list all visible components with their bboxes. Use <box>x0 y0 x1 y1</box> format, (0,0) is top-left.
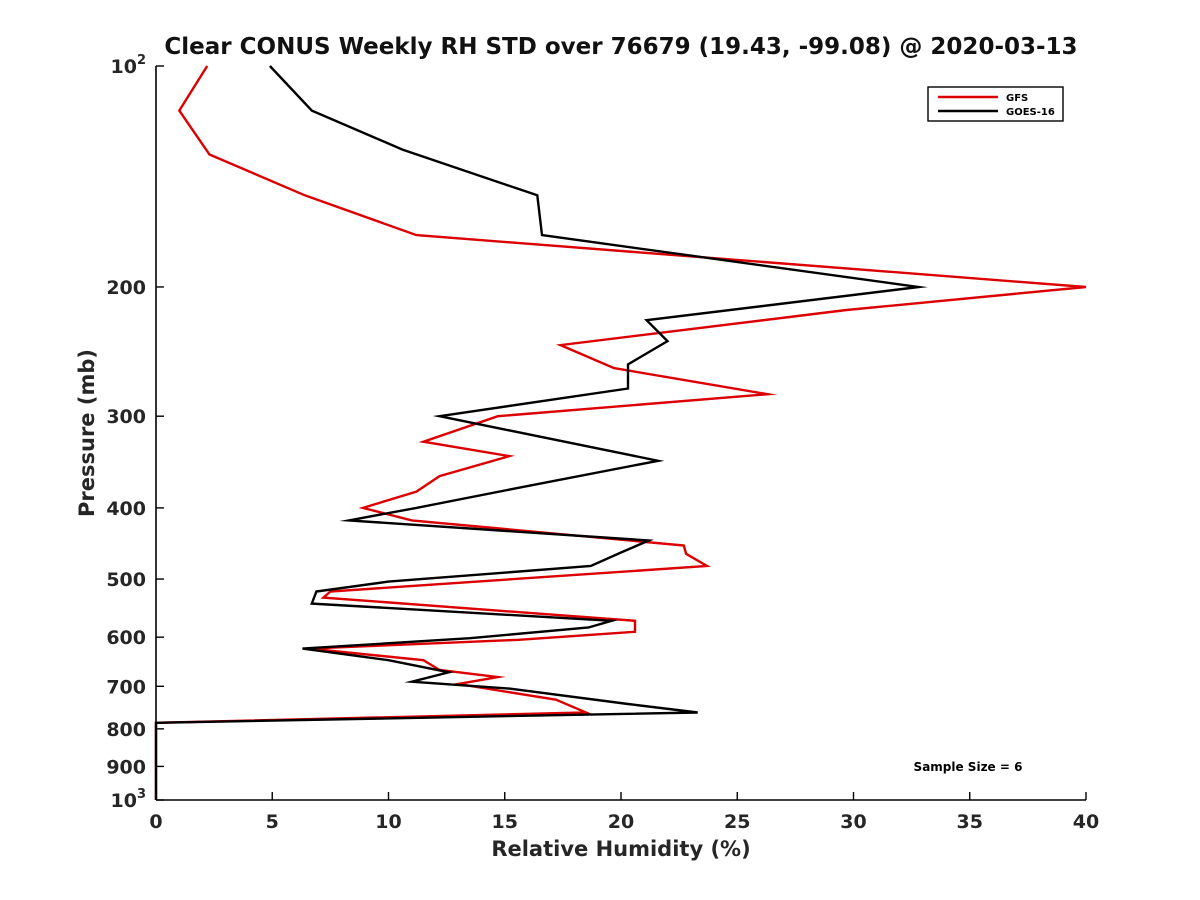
legend-label: GFS <box>1006 93 1028 104</box>
legend-box <box>927 86 1064 122</box>
y-axis-label: Pressure (mb) <box>75 349 99 517</box>
y-tick-exponent: 3 <box>137 787 146 802</box>
y-tick-exponent: 2 <box>137 53 146 68</box>
x-tick-label: 5 <box>266 811 279 833</box>
y-tick-label: 103 <box>111 787 147 812</box>
x-tick-label: 30 <box>840 811 866 833</box>
y-tick-label: 400 <box>106 498 146 520</box>
chart-title: Clear CONUS Weekly RH STD over 76679 (19… <box>164 34 1077 60</box>
axis-ticks: 0 5 10 15 20 25 30 35 40102200300400500600700800… <box>106 53 1099 833</box>
series-line-gfs <box>154 65 1087 800</box>
y-tick-label: 700 <box>106 676 146 698</box>
x-tick-label: 35 <box>957 811 983 833</box>
x-tick-label: 15 <box>492 811 518 833</box>
series-line-goes-16 <box>154 65 928 800</box>
y-tick-base: 10 <box>111 56 137 78</box>
series-layer <box>154 65 1087 800</box>
y-tick-label: 600 <box>106 627 146 649</box>
y-tick-base: 10 <box>111 790 137 812</box>
y-tick-label: 900 <box>106 756 146 778</box>
sample-size-annotation: Sample Size = 6 <box>914 760 1023 774</box>
x-tick-label: 0 <box>149 811 162 833</box>
x-tick-label: 40 <box>1073 811 1099 833</box>
y-tick-label: 800 <box>106 719 146 741</box>
y-tick-label: 500 <box>106 569 146 591</box>
x-tick-label: 25 <box>724 811 750 833</box>
y-tick-label: 102 <box>111 53 147 78</box>
legend-label: GOES-16 <box>1006 107 1055 118</box>
legend: GFS GOES-16 <box>927 86 1064 122</box>
x-axis-label: Relative Humidity (%) <box>491 837 750 861</box>
y-tick-label: 200 <box>106 277 146 299</box>
x-tick-label: 10 <box>375 811 401 833</box>
y-tick-label: 300 <box>106 406 146 428</box>
x-tick-label: 20 <box>608 811 634 833</box>
